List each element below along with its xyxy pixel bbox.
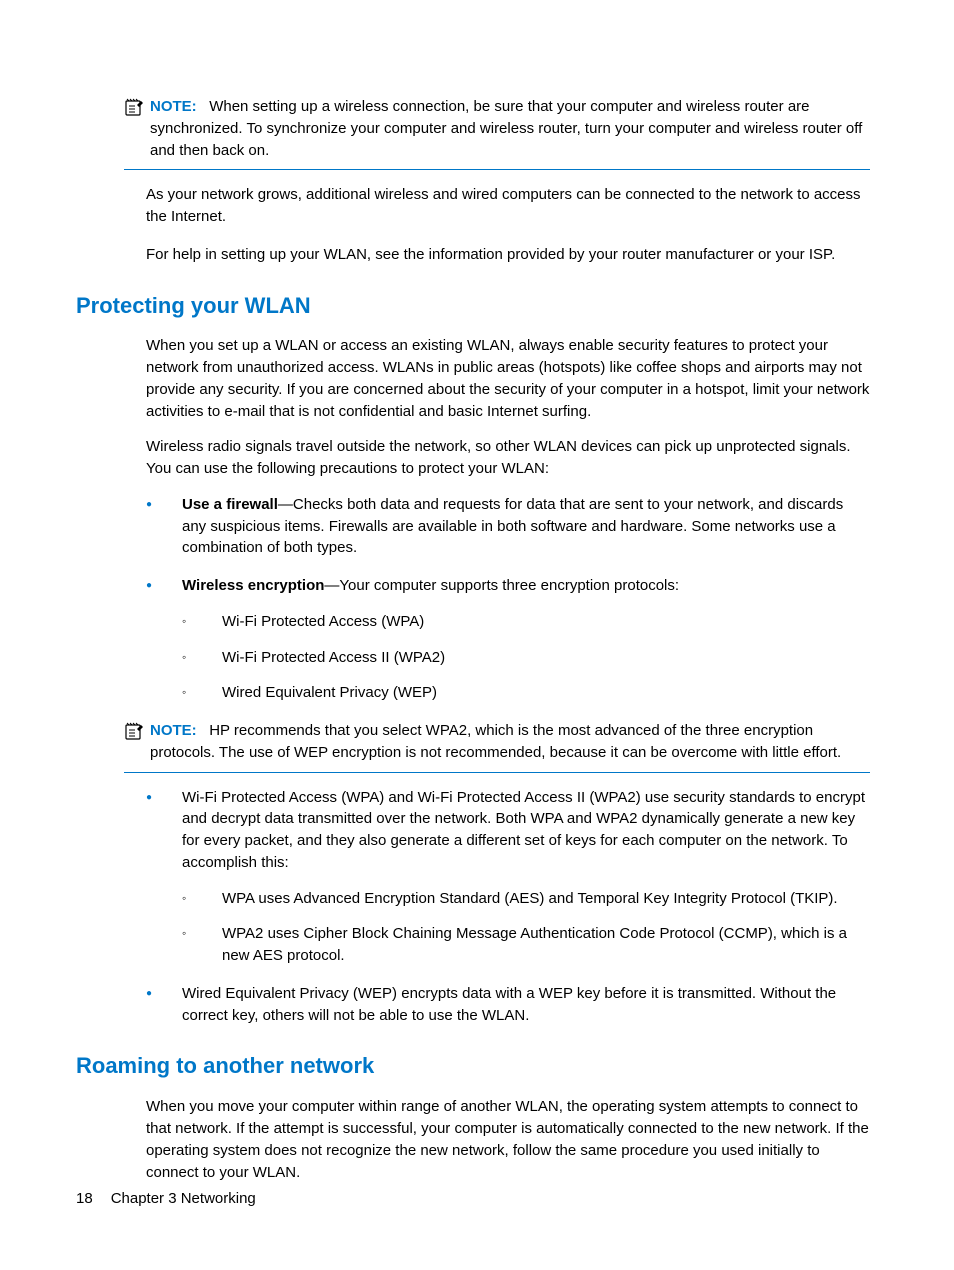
note-icon — [124, 721, 144, 741]
section-heading-roaming: Roaming to another network — [76, 1050, 870, 1082]
bullet-label: Wireless encryption — [182, 577, 324, 594]
encryption-sublist: Wi-Fi Protected Access (WPA) Wi-Fi Prote… — [182, 611, 870, 704]
section2-para1: When you move your computer within range… — [146, 1096, 870, 1183]
sub-item: WPA2 uses Cipher Block Chaining Message … — [182, 923, 870, 967]
note-text: NOTE: HP recommends that you select WPA2… — [150, 720, 870, 764]
sub-item: Wi-Fi Protected Access (WPA) — [182, 611, 870, 633]
list-item: Wireless encryption—Your computer suppor… — [146, 575, 870, 704]
section-heading-protecting: Protecting your WLAN — [76, 290, 870, 322]
note-content: HP recommends that you select WPA2, whic… — [150, 722, 841, 761]
note-label: NOTE: — [150, 98, 197, 115]
bullet-text: Wi-Fi Protected Access (WPA) and Wi-Fi P… — [182, 789, 865, 871]
intro-paragraph-1: As your network grows, additional wirele… — [146, 184, 870, 228]
page-footer: 18 Chapter 3 Networking — [76, 1188, 256, 1210]
chapter-label: Chapter 3 Networking — [111, 1190, 256, 1207]
note-block: NOTE: HP recommends that you select WPA2… — [124, 720, 870, 773]
bullet-text: —Your computer supports three encryption… — [324, 577, 679, 594]
sub-item: Wi-Fi Protected Access II (WPA2) — [182, 647, 870, 669]
bullet-text: —Checks both data and requests for data … — [182, 496, 843, 557]
list-item: Use a firewall—Checks both data and requ… — [146, 494, 870, 559]
section1-para1: When you set up a WLAN or access an exis… — [146, 335, 870, 422]
wpa-sublist: WPA uses Advanced Encryption Standard (A… — [182, 888, 870, 967]
page-number: 18 — [76, 1190, 93, 1207]
note-block: NOTE: When setting up a wireless connect… — [124, 96, 870, 170]
precautions-list: Use a firewall—Checks both data and requ… — [146, 494, 870, 704]
note-text: NOTE: When setting up a wireless connect… — [150, 96, 870, 161]
sub-item: Wired Equivalent Privacy (WEP) — [182, 682, 870, 704]
list-item: Wired Equivalent Privacy (WEP) encrypts … — [146, 983, 870, 1027]
section1-para2: Wireless radio signals travel outside th… — [146, 436, 870, 480]
note-icon — [124, 97, 144, 117]
intro-paragraph-2: For help in setting up your WLAN, see th… — [146, 244, 870, 266]
sub-item: WPA uses Advanced Encryption Standard (A… — [182, 888, 870, 910]
note-label: NOTE: — [150, 722, 197, 739]
bullet-label: Use a firewall — [182, 496, 278, 513]
bullet-text: Wired Equivalent Privacy (WEP) encrypts … — [182, 985, 836, 1024]
encryption-details-list: Wi-Fi Protected Access (WPA) and Wi-Fi P… — [146, 787, 870, 1027]
note-content: When setting up a wireless connection, b… — [150, 98, 862, 159]
list-item: Wi-Fi Protected Access (WPA) and Wi-Fi P… — [146, 787, 870, 967]
